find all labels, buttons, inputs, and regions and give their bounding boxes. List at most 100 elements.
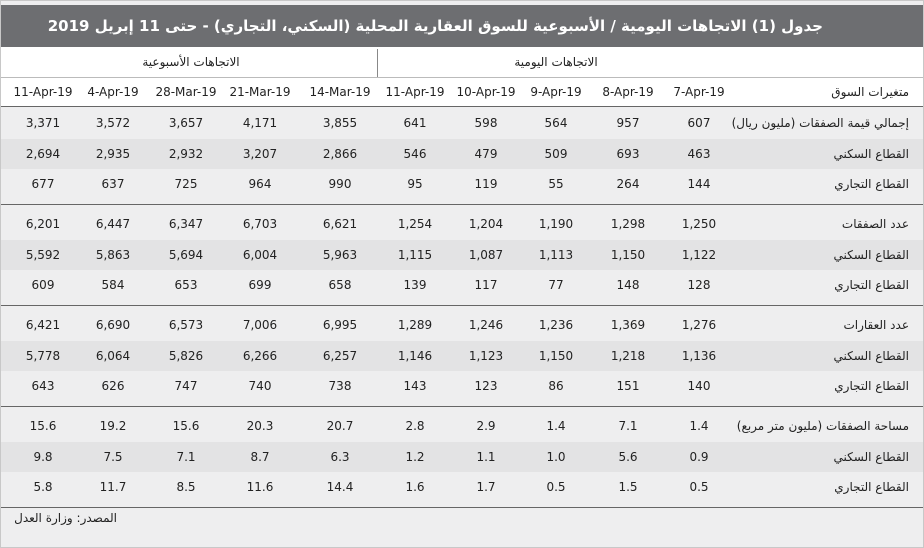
- cell: 1,236: [538, 318, 574, 332]
- cell: 598: [474, 116, 498, 130]
- row-shade: [1, 340, 923, 371]
- title: جدول (1) الاتجاهات اليومية / الأسبوعية ل…: [47, 17, 823, 35]
- cell: 6,703: [242, 217, 278, 231]
- cell: 11.6: [246, 480, 274, 494]
- cell: 725: [174, 177, 198, 191]
- cell: 1,122: [681, 247, 717, 262]
- cell: 5,863: [95, 247, 131, 262]
- cell: 1.2: [405, 449, 425, 464]
- row-shade: [1, 239, 923, 270]
- cell: 1,218: [610, 348, 646, 363]
- cell: 1,150: [538, 348, 574, 363]
- row-label: القطاع السكني: [833, 449, 909, 464]
- cell: 0.5: [689, 480, 709, 494]
- source: المصدر: وزارة العدل: [14, 511, 117, 525]
- cell: 607: [687, 116, 711, 130]
- cell: 641: [403, 116, 427, 130]
- cell: 144: [687, 177, 711, 191]
- cell: 1,087: [468, 247, 504, 262]
- cell: 1,146: [397, 348, 433, 363]
- cell: 8.7: [250, 449, 270, 464]
- daily-header: الاتجاهات اليومية: [514, 55, 598, 69]
- cell: 139: [403, 278, 427, 292]
- cell: 1,298: [610, 217, 646, 231]
- cell: 738: [328, 379, 352, 393]
- cell: 5.6: [618, 449, 638, 464]
- cell: 626: [101, 379, 125, 393]
- group-separator: [1, 305, 923, 306]
- column-header: 7-Apr-19: [673, 85, 725, 99]
- cell: 7.5: [103, 449, 123, 464]
- cell: 1,115: [397, 247, 433, 262]
- cell: 2,932: [168, 146, 204, 161]
- row-shade: [1, 441, 923, 472]
- cell: 9.8: [33, 449, 53, 464]
- cell: 1.4: [689, 419, 709, 433]
- cell: 957: [616, 116, 640, 130]
- weekly-header: الاتجاهات الأسبوعية: [142, 55, 240, 69]
- column-header: 21-Mar-19: [229, 85, 291, 99]
- cell: 964: [248, 177, 272, 191]
- cell: 1,289: [397, 318, 433, 332]
- row-label: عدد الصفقات: [841, 217, 909, 231]
- cell: 5,694: [168, 247, 204, 262]
- cell: 7.1: [176, 449, 196, 464]
- cell: 77: [548, 278, 564, 292]
- cell: 609: [31, 278, 55, 292]
- cell: 6,995: [322, 318, 358, 332]
- row-label: القطاع التجاري: [834, 278, 909, 292]
- cell: 546: [403, 146, 427, 161]
- column-header: 10-Apr-19: [456, 85, 516, 99]
- row-label: القطاع السكني: [833, 247, 909, 262]
- cell: 6,421: [25, 318, 61, 332]
- cell: 7,006: [242, 318, 278, 332]
- cell: 3,572: [95, 116, 131, 130]
- cell: 1,246: [468, 318, 504, 332]
- cell: 5,778: [25, 348, 61, 363]
- cell: 6,004: [242, 247, 278, 262]
- cell: 699: [248, 278, 272, 292]
- cell: 95: [407, 177, 423, 191]
- cell: 3,657: [168, 116, 204, 130]
- cell: 463: [687, 146, 711, 161]
- row-shade: [1, 138, 923, 169]
- cell: 5.8: [33, 480, 53, 494]
- cell: 1,190: [538, 217, 574, 231]
- cell: 479: [474, 146, 498, 161]
- column-header: 8-Apr-19: [602, 85, 654, 99]
- row-label: القطاع التجاري: [834, 480, 909, 494]
- header-divider: [377, 49, 378, 77]
- cell: 140: [687, 379, 711, 393]
- cell: 6,266: [242, 348, 278, 363]
- cell: 1.4: [546, 419, 566, 433]
- cell: 740: [248, 379, 272, 393]
- cell: 0.9: [689, 449, 709, 464]
- header-line: [1, 77, 923, 78]
- cell: 3,371: [25, 116, 61, 130]
- cell: 637: [101, 177, 125, 191]
- cell: 6,064: [95, 348, 131, 363]
- header-bottom-line: [1, 106, 923, 107]
- cell: 86: [548, 379, 564, 393]
- cell: 2,866: [322, 146, 358, 161]
- label-header: متغيرات السوق: [831, 85, 909, 99]
- cell: 1,113: [538, 247, 574, 262]
- cell: 653: [174, 278, 198, 292]
- cell: 3,207: [242, 146, 278, 161]
- cell: 5,963: [322, 247, 358, 262]
- cell: 643: [31, 379, 55, 393]
- cell: 20.7: [326, 419, 354, 433]
- cell: 151: [616, 379, 640, 393]
- cell: 990: [328, 177, 352, 191]
- cell: 8.5: [176, 480, 196, 494]
- cell: 128: [687, 278, 711, 292]
- column-header: 9-Apr-19: [530, 85, 582, 99]
- cell: 143: [403, 379, 427, 393]
- cell: 2,935: [95, 146, 131, 161]
- cell: 6,257: [322, 348, 358, 363]
- cell: 6,690: [95, 318, 131, 332]
- cell: 1,254: [397, 217, 433, 231]
- cell: 658: [328, 278, 352, 292]
- cell: 119: [474, 177, 498, 191]
